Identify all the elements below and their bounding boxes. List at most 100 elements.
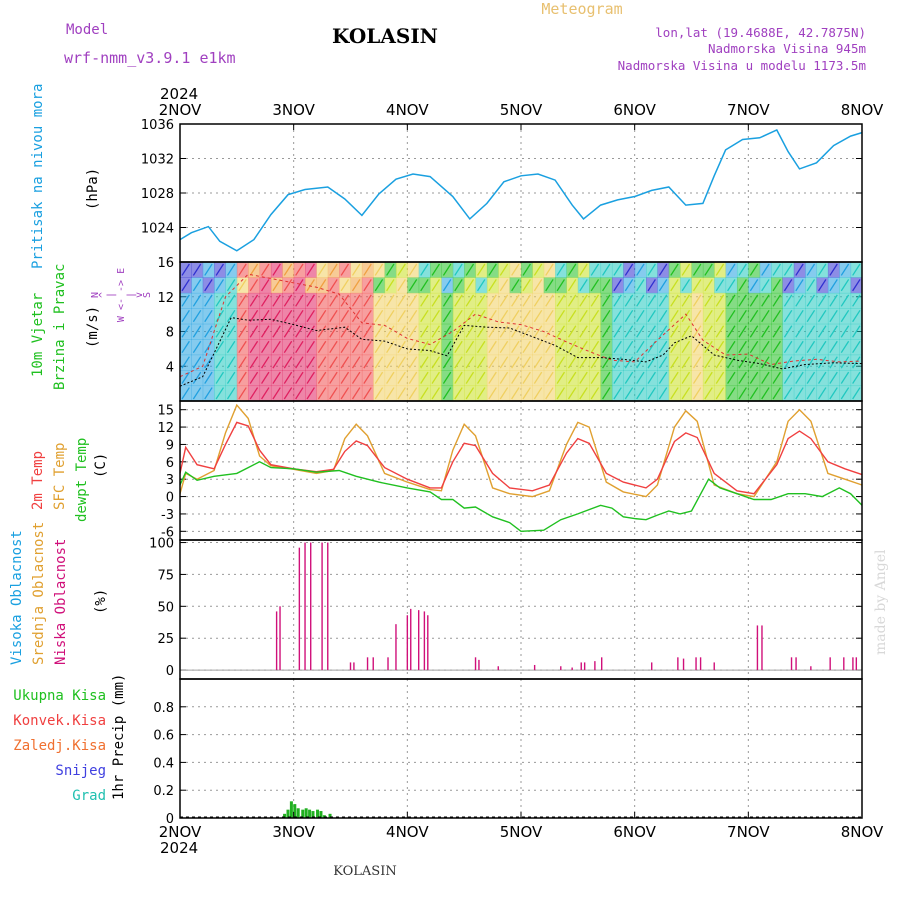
wind-arrow [715,340,725,354]
wind-arrow [681,340,691,354]
wind-arrow [681,279,691,292]
precip-frz-legend: Zaledj.Kisa [13,738,106,754]
cloud-ytick-label: 50 [157,600,174,615]
wind-arrow [261,263,270,276]
wind-arrow [636,325,645,338]
wind-arrow [761,371,770,384]
wind-arrow [840,309,850,323]
wind-arrow [692,294,702,307]
wind-arrow [249,340,259,354]
wind-arrow [590,356,600,369]
wind-arrow [590,371,600,384]
wind-arrow [727,371,736,384]
wind-arrow [522,309,531,323]
wind-arrow [817,309,827,323]
wind-arrow [181,309,190,323]
wind-arrow [340,387,350,400]
wind-arrow [408,263,418,276]
wind-arrow [795,294,804,307]
wind-arrow [340,356,350,369]
wind-arrow [283,356,293,369]
wind-arrow [340,279,350,292]
wind-arrow [454,387,463,400]
wind-arrow [511,294,520,307]
wind-arrow [704,371,713,384]
wind-arrow [317,263,327,276]
wind-arrow [499,325,509,338]
wind-arrow [317,340,327,354]
wind-arrow [488,356,497,369]
wind-arrow [624,340,634,354]
wind-arrow [704,263,713,276]
wind-arrow [465,279,475,292]
wind-arrow [602,325,611,338]
wind-arrow [590,279,600,292]
wind-arrow [761,325,770,338]
wind-arrow [624,309,634,323]
wind-arrow [499,340,509,354]
wind-arrow [749,279,759,292]
wind-arrow [386,387,395,400]
wind-arrow [522,371,531,384]
wind-arrow [579,309,588,323]
wind-arrow [226,263,236,276]
wind-arrow [579,325,588,338]
wind-arrow [783,356,793,369]
wind-arrow [283,309,293,323]
wind-arrow [192,356,202,369]
wind-arrow [329,371,338,384]
wind-arrow [852,263,861,276]
wind-arrow [397,340,406,354]
wind-arrow [488,309,497,323]
wind-arrow [783,294,793,307]
wind-arrow [295,263,304,276]
wind-arrow [704,309,713,323]
wind-arrow [272,371,281,384]
compass-label: W <- -> E [116,268,127,322]
year-top: 2024 [160,85,198,103]
wind-arrow [840,340,850,354]
wind-arrow [795,371,804,384]
wind-arrow [476,294,486,307]
wind-arrow [204,356,213,369]
wind-arrow [670,387,679,400]
wind-arrow [590,309,600,323]
wind-arrow [727,294,736,307]
pressure-ytick-label: 1036 [141,118,174,133]
wind-arrow [579,263,588,276]
wind-arrow [408,340,418,354]
wind-arrow [363,387,372,400]
wind-arrow [670,309,679,323]
wind-ytick-label: 12 [157,291,174,306]
wind-arrow [647,387,656,400]
wind-arrow [306,309,315,323]
wind-arrow [533,371,543,384]
wind-arrow [624,279,634,292]
wind-arrow [454,294,463,307]
wind-arrow [317,356,327,369]
wind-arrow [852,325,861,338]
wind-arrow [283,279,293,292]
wind-arrow [499,356,509,369]
wind-arrow [636,294,645,307]
wind-arrow [567,371,577,384]
wind-arrow [408,325,418,338]
wind-arrow [295,371,304,384]
compass-label: ^ [98,292,109,298]
wind-arrow [465,356,475,369]
wind-arrow [192,387,202,400]
wind-arrow [374,309,384,323]
wind-arrow [715,356,725,369]
wind-arrow [545,325,554,338]
wind-arrow [431,387,440,400]
wind-arrow [636,279,645,292]
wind-arrow [295,340,304,354]
precip-total-bar [293,804,297,818]
wind-arrow [602,340,611,354]
wind-arrow [727,309,736,323]
wind-arrow [351,263,361,276]
wind-arrow [374,263,384,276]
wind-arrow [761,356,770,369]
precip-total-bar [311,811,315,818]
